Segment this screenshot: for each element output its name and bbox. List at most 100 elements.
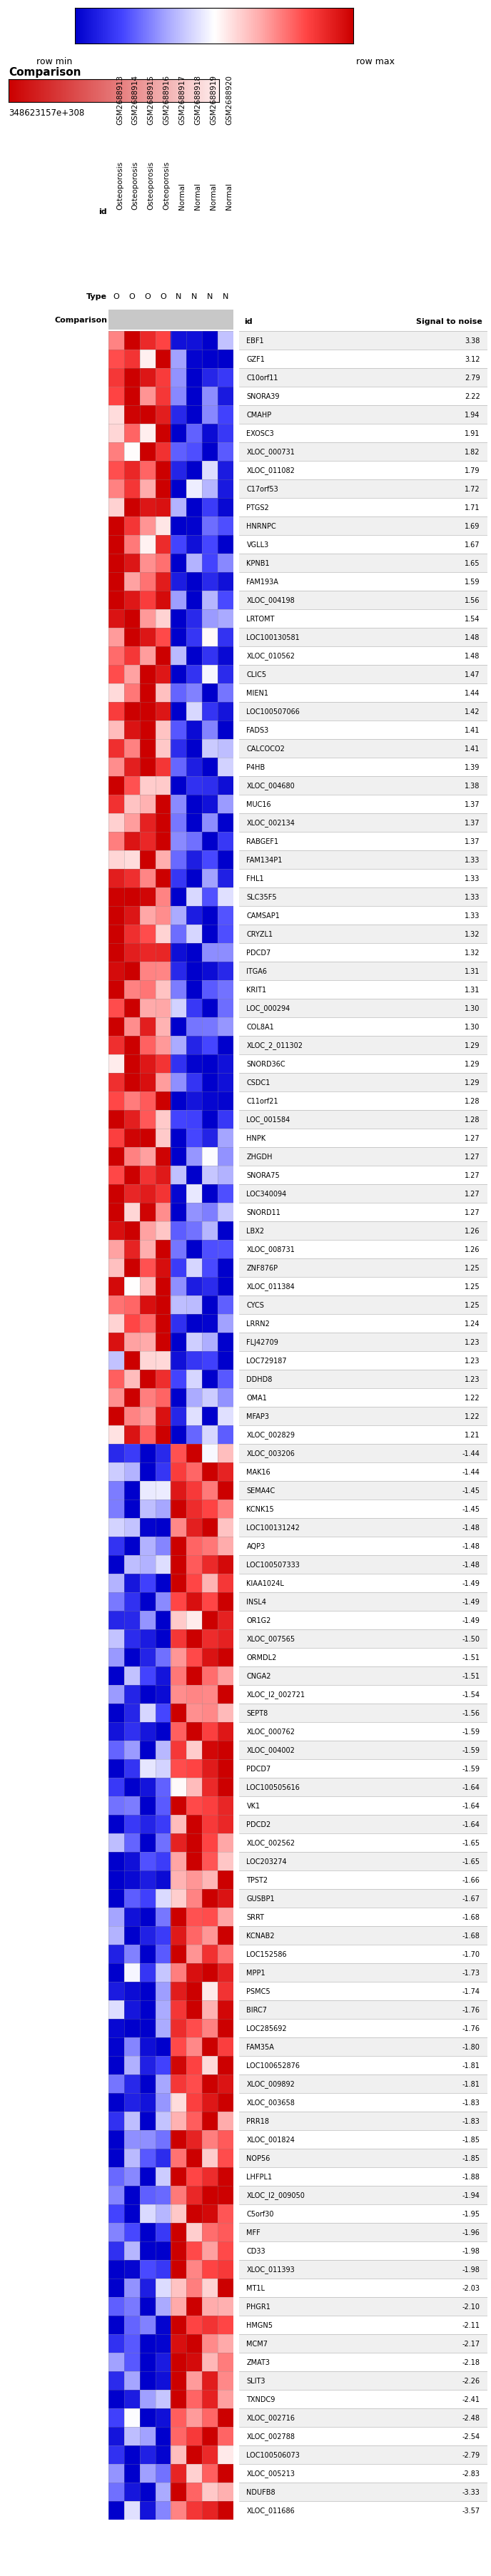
Text: -1.95: -1.95 xyxy=(462,2210,480,2218)
Bar xyxy=(239,1703,488,1723)
Bar xyxy=(239,2205,488,2223)
Text: -1.68: -1.68 xyxy=(462,1914,480,1922)
Text: -1.48: -1.48 xyxy=(462,1525,480,1530)
Text: XLOC_011393: XLOC_011393 xyxy=(246,2264,295,2272)
Text: -3.57: -3.57 xyxy=(462,2506,480,2514)
Text: LOC100130581: LOC100130581 xyxy=(246,634,300,641)
Text: MIEN1: MIEN1 xyxy=(246,690,269,696)
Text: PDCD7: PDCD7 xyxy=(246,1765,271,1772)
Text: XLOC_002788: XLOC_002788 xyxy=(246,2432,295,2439)
Text: GSM2688913: GSM2688913 xyxy=(116,75,123,124)
Bar xyxy=(239,1128,488,1146)
Text: CYCS: CYCS xyxy=(246,1301,264,1309)
Text: BIRC7: BIRC7 xyxy=(246,2007,267,2014)
Bar xyxy=(239,611,488,629)
Bar xyxy=(239,2166,488,2187)
Text: -1.44: -1.44 xyxy=(462,1468,480,1476)
Text: 1.39: 1.39 xyxy=(464,765,480,770)
Bar xyxy=(239,1649,488,1667)
Bar xyxy=(239,1074,488,1092)
Text: -1.81: -1.81 xyxy=(462,2061,480,2069)
Text: -1.98: -1.98 xyxy=(462,2246,480,2254)
Text: -1.67: -1.67 xyxy=(462,1896,480,1901)
Bar xyxy=(239,2259,488,2280)
Text: LOC100131242: LOC100131242 xyxy=(246,1525,300,1530)
Text: N: N xyxy=(207,294,213,301)
Bar xyxy=(239,1352,488,1370)
Text: MCM7: MCM7 xyxy=(246,2339,268,2347)
Bar xyxy=(239,1777,488,1795)
Bar xyxy=(239,703,488,721)
Text: XLOC_004680: XLOC_004680 xyxy=(246,783,295,791)
Bar xyxy=(239,2372,488,2391)
Bar xyxy=(239,1963,488,1981)
Text: HNRNPC: HNRNPC xyxy=(246,523,276,531)
Bar xyxy=(239,796,488,814)
Text: 1.33: 1.33 xyxy=(464,858,480,863)
Text: -1.59: -1.59 xyxy=(462,1747,480,1754)
Text: Type: Type xyxy=(86,294,107,301)
Text: PHGR1: PHGR1 xyxy=(246,2303,271,2311)
Text: LOC_001584: LOC_001584 xyxy=(246,1115,290,1123)
Text: -1.66: -1.66 xyxy=(462,1875,480,1883)
Text: VK1: VK1 xyxy=(246,1803,260,1808)
Text: 1.29: 1.29 xyxy=(464,1061,480,1066)
Text: SNORD11: SNORD11 xyxy=(246,1208,281,1216)
Text: -1.45: -1.45 xyxy=(462,1504,480,1512)
Text: XLOC_002134: XLOC_002134 xyxy=(246,819,295,827)
Bar xyxy=(239,443,488,461)
Bar xyxy=(239,721,488,739)
Text: -1.51: -1.51 xyxy=(462,1672,480,1680)
Text: -1.76: -1.76 xyxy=(462,2007,480,2014)
Bar xyxy=(239,832,488,850)
Text: -1.65: -1.65 xyxy=(462,1857,480,1865)
Text: -2.54: -2.54 xyxy=(462,2432,480,2439)
Text: Comparison: Comparison xyxy=(54,317,107,325)
Text: Osteoporosis: Osteoporosis xyxy=(116,160,123,209)
Text: SRRT: SRRT xyxy=(246,1914,264,1922)
Bar xyxy=(239,1036,488,1054)
Bar xyxy=(239,536,488,554)
Bar xyxy=(239,2280,488,2298)
Bar xyxy=(239,999,488,1018)
Bar xyxy=(239,1741,488,1759)
Text: -1.73: -1.73 xyxy=(462,1968,480,1976)
Bar xyxy=(239,2334,488,2352)
Text: COL8A1: COL8A1 xyxy=(246,1023,274,1030)
Text: FHL1: FHL1 xyxy=(246,876,264,881)
Text: SEMA4C: SEMA4C xyxy=(246,1486,275,1494)
Bar xyxy=(239,1239,488,1260)
Text: 1.38: 1.38 xyxy=(464,783,480,788)
Text: SLC35F5: SLC35F5 xyxy=(246,894,277,902)
Text: 1.25: 1.25 xyxy=(464,1301,480,1309)
Text: PTGS2: PTGS2 xyxy=(246,505,269,513)
Text: XLOC_011082: XLOC_011082 xyxy=(246,466,295,474)
Text: LOC203274: LOC203274 xyxy=(246,1857,287,1865)
Text: Osteoporosis: Osteoporosis xyxy=(132,160,139,209)
Bar xyxy=(239,2187,488,2205)
Bar xyxy=(239,2038,488,2056)
Bar xyxy=(239,2056,488,2074)
Text: -1.59: -1.59 xyxy=(462,1728,480,1736)
Text: 1.23: 1.23 xyxy=(464,1358,480,1365)
Text: O: O xyxy=(129,294,135,301)
Bar xyxy=(239,889,488,907)
Text: -1.81: -1.81 xyxy=(462,2081,480,2087)
Bar xyxy=(239,1481,488,1499)
Text: HMGN5: HMGN5 xyxy=(246,2321,273,2329)
Text: -1.49: -1.49 xyxy=(462,1618,480,1623)
Text: 1.26: 1.26 xyxy=(464,1226,480,1234)
Bar xyxy=(239,1538,488,1556)
Text: 1.22: 1.22 xyxy=(464,1412,480,1419)
Bar xyxy=(239,1463,488,1481)
Text: CSDC1: CSDC1 xyxy=(246,1079,271,1087)
Bar xyxy=(239,1685,488,1703)
Text: O: O xyxy=(113,294,119,301)
Text: CALCOCO2: CALCOCO2 xyxy=(246,744,285,752)
Text: -1.85: -1.85 xyxy=(462,2136,480,2143)
Text: Osteoporosis: Osteoporosis xyxy=(163,160,170,209)
Text: FLJ42709: FLJ42709 xyxy=(246,1340,278,1345)
Bar xyxy=(239,1203,488,1221)
Text: C11orf21: C11orf21 xyxy=(246,1097,278,1105)
Text: -1.48: -1.48 xyxy=(462,1543,480,1551)
